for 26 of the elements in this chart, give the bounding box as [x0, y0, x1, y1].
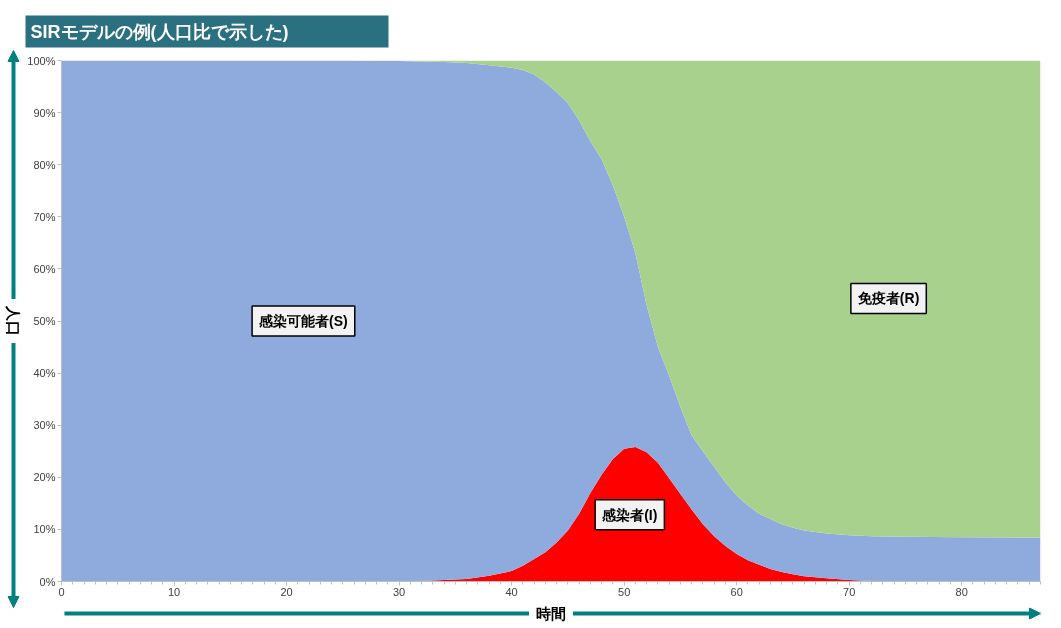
x-tick-label: 50 [618, 585, 631, 598]
y-tick-label: 90% [33, 106, 56, 119]
x-tick-label: 30 [392, 585, 406, 598]
series-label: 免疫者(R) [856, 290, 920, 307]
x-tick-label: 20 [280, 585, 293, 598]
series-label: 感染者(I) [601, 506, 658, 523]
y-tick-label: 60% [33, 262, 56, 275]
y-tick-label: 20% [33, 471, 56, 484]
chart-title: SIRモデルの例(人口比で示した) [30, 21, 289, 42]
x-tick-label: 40 [505, 585, 518, 598]
y-tick-label: 100% [27, 54, 56, 67]
y-tick-label: 10% [33, 523, 56, 536]
x-tick-label: 60 [730, 585, 743, 598]
y-tick-label: 50% [33, 315, 56, 327]
y-tick-label: 80% [33, 158, 56, 171]
x-tick-label: 10 [167, 585, 181, 598]
y-tick-label: 40% [33, 367, 56, 380]
y-tick-label: 30% [33, 419, 56, 432]
y-tick-label: 70% [33, 210, 56, 223]
y-tick-label: 0% [39, 575, 56, 588]
x-tick-label: 0 [58, 585, 65, 598]
series-label: 感染可能者(S) [258, 313, 348, 329]
y-axis-title: 人口 [5, 305, 22, 336]
x-axis-title: 時間 [536, 605, 566, 622]
x-tick-label: 80 [955, 585, 968, 598]
x-tick-label: 70 [843, 585, 856, 598]
